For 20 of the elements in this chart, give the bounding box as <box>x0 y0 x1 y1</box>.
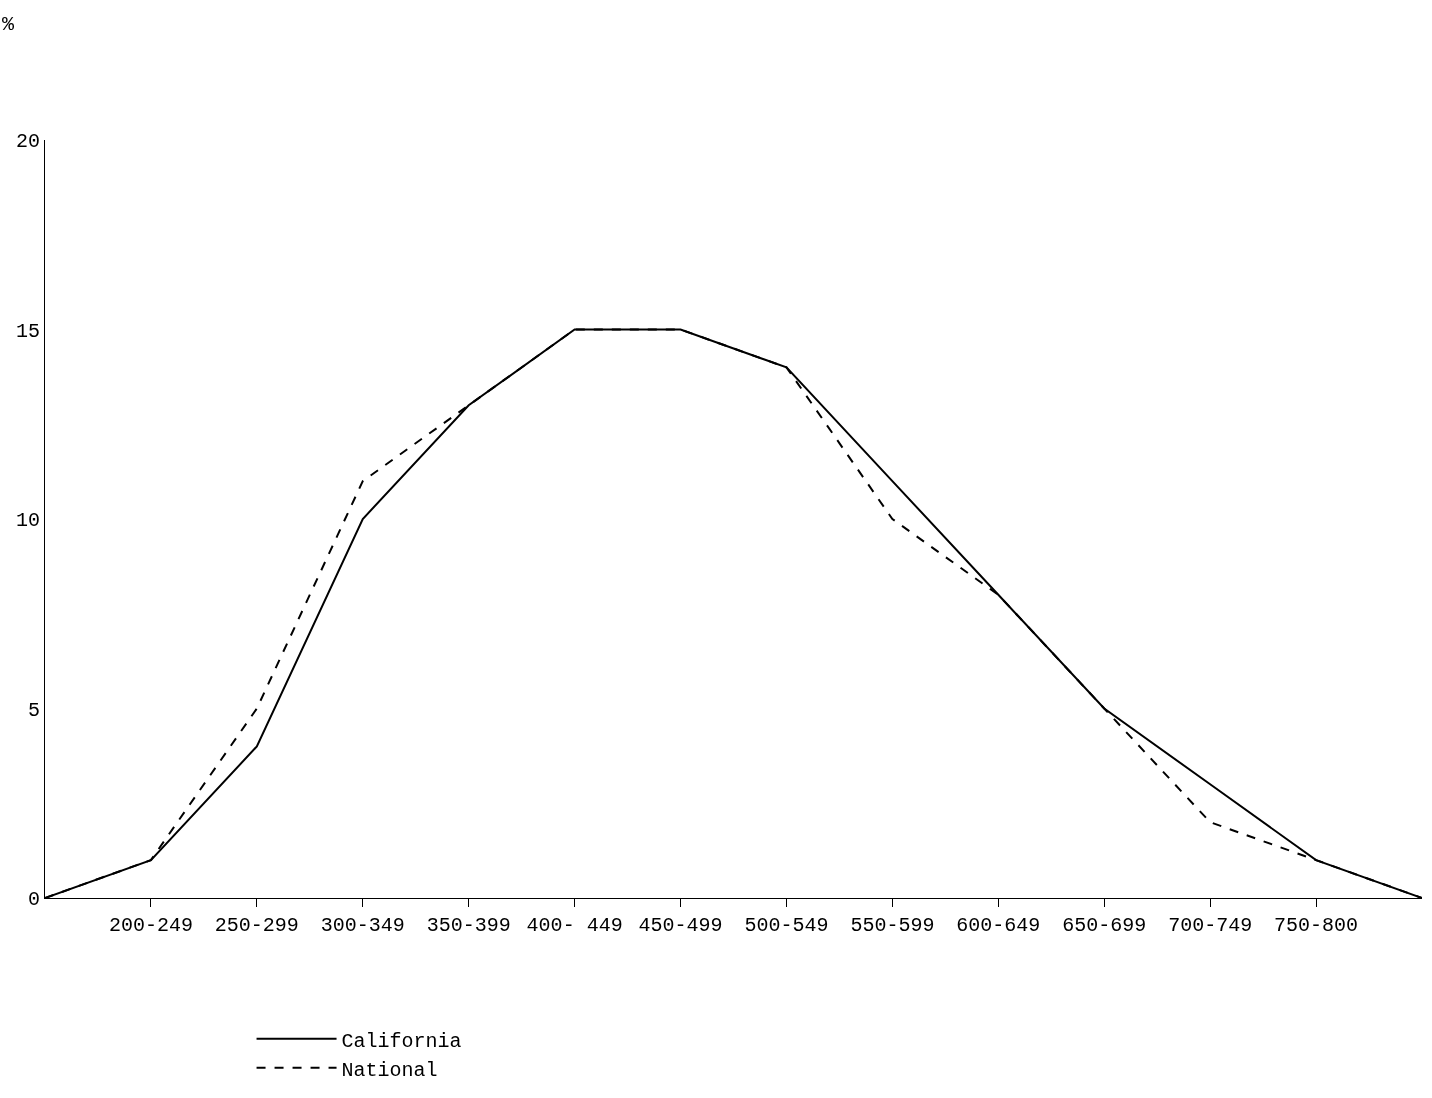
x-tick-label: 300-349 <box>320 914 405 937</box>
y-tick-label: 20 <box>15 130 40 153</box>
legend-label: California <box>341 1029 462 1053</box>
x-tick-label: 250-299 <box>214 914 299 937</box>
x-tick-label: 400- 449 <box>526 914 623 937</box>
x-tick-label: 650-699 <box>1062 914 1147 937</box>
x-tick-label: 750-800 <box>1274 914 1359 937</box>
x-tick-label: 550-599 <box>850 914 935 937</box>
x-tick-label: 350-399 <box>426 914 511 937</box>
x-tick-label: 200-249 <box>108 914 193 937</box>
y-tick-label: 10 <box>15 509 40 532</box>
y-tick-label: 15 <box>15 319 40 343</box>
x-tick-label: 450-499 <box>638 914 723 937</box>
x-tick-label: 700-749 <box>1168 914 1253 937</box>
x-tick-label: 600-649 <box>956 914 1041 937</box>
y-axis-title: % <box>2 13 15 36</box>
legend-label: National <box>341 1058 438 1082</box>
y-tick-label: 5 <box>27 698 40 722</box>
y-tick-label: 0 <box>27 888 40 911</box>
x-tick-label: 500-549 <box>744 914 829 937</box>
